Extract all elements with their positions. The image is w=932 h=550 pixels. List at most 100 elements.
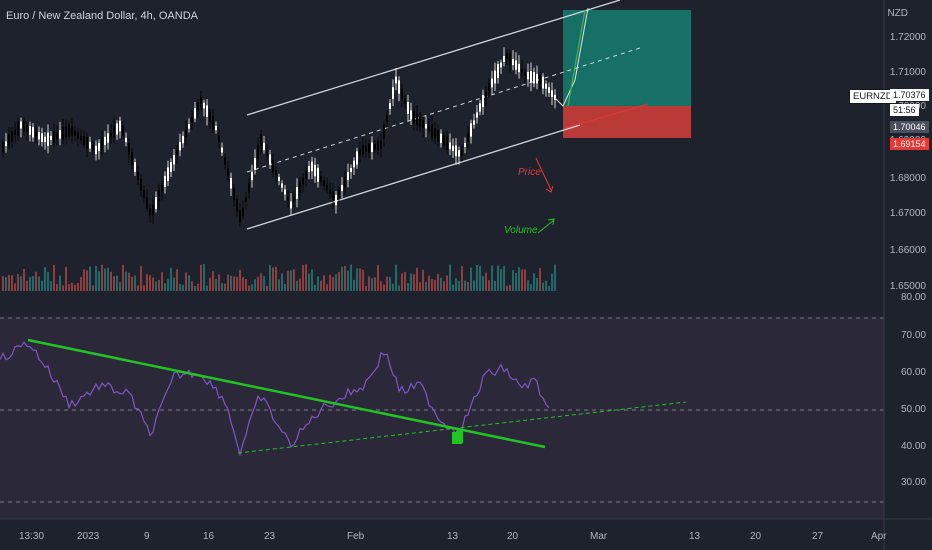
- volume-bar: [350, 264, 352, 291]
- candle-body: [143, 189, 145, 199]
- candle-body: [74, 130, 76, 136]
- volume-bar: [101, 264, 103, 291]
- volume-bar: [497, 265, 499, 291]
- time-tick: 13: [689, 531, 701, 542]
- candle-body: [281, 183, 283, 188]
- volume-bar: [425, 282, 427, 291]
- volume-bar: [317, 276, 319, 291]
- volume-bar: [512, 270, 514, 291]
- candle-body: [509, 53, 511, 65]
- candle-body: [506, 52, 508, 60]
- candle-body: [179, 141, 181, 151]
- volume-bar: [296, 280, 298, 291]
- volume-bar: [488, 280, 490, 291]
- candle-body: [50, 135, 52, 141]
- candle-body: [521, 68, 523, 74]
- volume-bar: [452, 284, 454, 291]
- candle-body: [443, 135, 445, 146]
- candle-body: [431, 124, 433, 138]
- volume-bar: [287, 270, 289, 291]
- volume-bar: [536, 277, 538, 291]
- volume-bar: [404, 271, 406, 291]
- price-tick: 1.67000: [889, 208, 926, 219]
- candle-body: [317, 167, 319, 182]
- volume-bar: [38, 276, 40, 291]
- volume-bar: [53, 264, 55, 291]
- candle-body: [206, 105, 208, 117]
- time-tick: Mar: [590, 531, 608, 542]
- candle-body: [440, 133, 442, 144]
- volume-bar: [218, 274, 220, 291]
- volume-bar: [359, 268, 361, 291]
- channel-lower-line[interactable]: [246, 124, 581, 230]
- volume-bar: [152, 277, 154, 291]
- candle-body: [524, 71, 526, 77]
- stop-zone[interactable]: [563, 106, 691, 138]
- volume-bar: [353, 279, 355, 291]
- volume-bar: [374, 277, 376, 291]
- candle-body: [116, 123, 118, 135]
- candle-body: [512, 58, 514, 66]
- volume-bar: [71, 282, 73, 291]
- volume-bar: [194, 285, 196, 291]
- volume-bar: [176, 269, 178, 291]
- volume-bar: [440, 277, 442, 291]
- volume-bar: [275, 266, 277, 291]
- volume-bar: [23, 268, 25, 291]
- volume-bar: [206, 285, 208, 291]
- candle-body: [128, 143, 130, 155]
- rsi-trendline-dashed[interactable]: [237, 401, 687, 454]
- volume-bar: [230, 275, 232, 291]
- volume-bar: [98, 271, 100, 291]
- candle-body: [200, 96, 202, 104]
- volume-bar: [521, 269, 523, 291]
- candle-body: [14, 130, 16, 135]
- candle-body: [137, 171, 139, 181]
- candle-body: [332, 190, 334, 201]
- volume-bar: [326, 284, 328, 291]
- candle-body: [131, 151, 133, 165]
- candle-body: [233, 188, 235, 201]
- candle-body: [416, 113, 418, 126]
- volume-bar: [110, 271, 112, 291]
- price-tick: 1.66000: [889, 245, 926, 256]
- candle-body: [548, 87, 550, 93]
- candle-body: [374, 143, 376, 150]
- candle-body: [11, 130, 13, 142]
- candle-body: [287, 196, 289, 201]
- candle-body: [101, 137, 103, 151]
- candle-body: [194, 107, 196, 119]
- volume-bar: [347, 270, 349, 291]
- candle-body: [5, 141, 7, 147]
- volume-bar: [113, 276, 115, 291]
- rsi-trendline-solid[interactable]: [27, 338, 546, 449]
- volume-bar: [371, 278, 373, 291]
- candle-body: [248, 183, 250, 193]
- candle-body: [449, 142, 451, 150]
- price-tick: 1.68000: [889, 173, 926, 184]
- candle-body: [197, 102, 199, 111]
- candle-body: [383, 125, 385, 139]
- candle-body: [338, 189, 340, 199]
- channel-upper-line[interactable]: [246, 0, 621, 116]
- volume-bar: [470, 267, 472, 291]
- rsi-tick: 70.00: [900, 330, 926, 341]
- volume-bar: [185, 272, 187, 291]
- candle-body: [491, 78, 493, 88]
- candle-body: [80, 135, 82, 141]
- volume-bar: [383, 284, 385, 291]
- price-tick: 1.65000: [889, 281, 926, 292]
- volume-bar: [173, 277, 175, 291]
- volume-bar: [200, 264, 202, 291]
- volume-bar: [503, 266, 505, 291]
- volume-bar: [314, 285, 316, 291]
- volume-bar: [464, 280, 466, 291]
- candle-body: [329, 189, 331, 195]
- volume-bar: [131, 276, 133, 291]
- candle-body: [155, 196, 157, 210]
- candle-body: [401, 89, 403, 99]
- candle-body: [209, 111, 211, 122]
- candle-body: [371, 142, 373, 153]
